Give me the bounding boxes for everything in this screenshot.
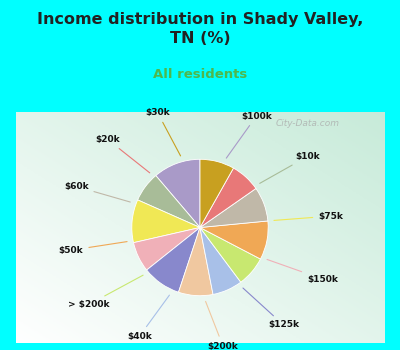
Text: Income distribution in Shady Valley,
TN (%): Income distribution in Shady Valley, TN … [37, 12, 363, 46]
Wedge shape [132, 200, 200, 243]
Text: $30k: $30k [145, 108, 180, 156]
Text: $125k: $125k [243, 288, 299, 329]
Wedge shape [200, 159, 234, 228]
Wedge shape [200, 228, 260, 282]
Text: > $200k: > $200k [68, 275, 143, 309]
Wedge shape [134, 228, 200, 270]
Text: $10k: $10k [260, 152, 320, 183]
Wedge shape [200, 168, 256, 228]
Text: $60k: $60k [64, 182, 130, 202]
Text: City-Data.com: City-Data.com [276, 119, 340, 128]
Wedge shape [138, 176, 200, 228]
Text: $75k: $75k [274, 212, 343, 220]
Text: All residents: All residents [153, 68, 247, 81]
Wedge shape [200, 221, 268, 259]
Text: $20k: $20k [96, 135, 150, 173]
Wedge shape [200, 189, 268, 228]
Text: $200k: $200k [206, 301, 238, 350]
Text: $150k: $150k [267, 259, 338, 284]
Wedge shape [147, 228, 200, 292]
Wedge shape [156, 159, 200, 228]
Text: $100k: $100k [226, 112, 272, 158]
Text: $50k: $50k [59, 241, 127, 255]
Wedge shape [200, 228, 241, 294]
Text: $40k: $40k [127, 295, 170, 341]
Wedge shape [178, 228, 213, 296]
